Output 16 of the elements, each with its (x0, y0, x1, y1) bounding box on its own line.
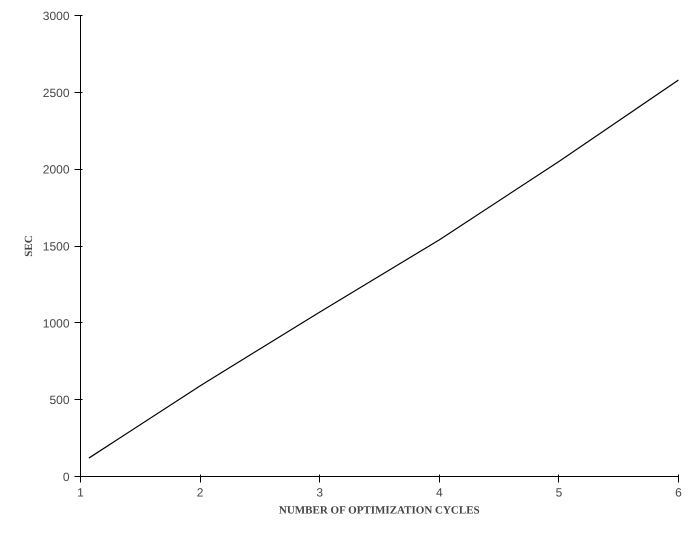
x-tick-label: 3 (316, 486, 324, 500)
x-tick-label: 1 (77, 486, 84, 500)
y-tick-label: 500 (49, 393, 70, 408)
x-tick-label: 5 (556, 486, 563, 500)
y-tick-label: 2500 (42, 86, 70, 100)
y-tick-label: 1000 (42, 316, 70, 330)
y-axis-title: SEC (22, 235, 35, 257)
y-tick-label: 1500 (42, 240, 70, 254)
x-tick-label: 4 (436, 486, 443, 500)
x-axis-title: NUMBER OF OPTIMIZATION CYCLES (278, 504, 480, 516)
y-tick-label: 2000 (42, 162, 70, 177)
y-tick-label: 0 (62, 470, 70, 484)
x-tick-label: 2 (196, 486, 204, 500)
x-tick-label: 6 (675, 486, 682, 500)
line-series (88, 79, 678, 459)
y-tick-label: 3000 (42, 9, 70, 23)
